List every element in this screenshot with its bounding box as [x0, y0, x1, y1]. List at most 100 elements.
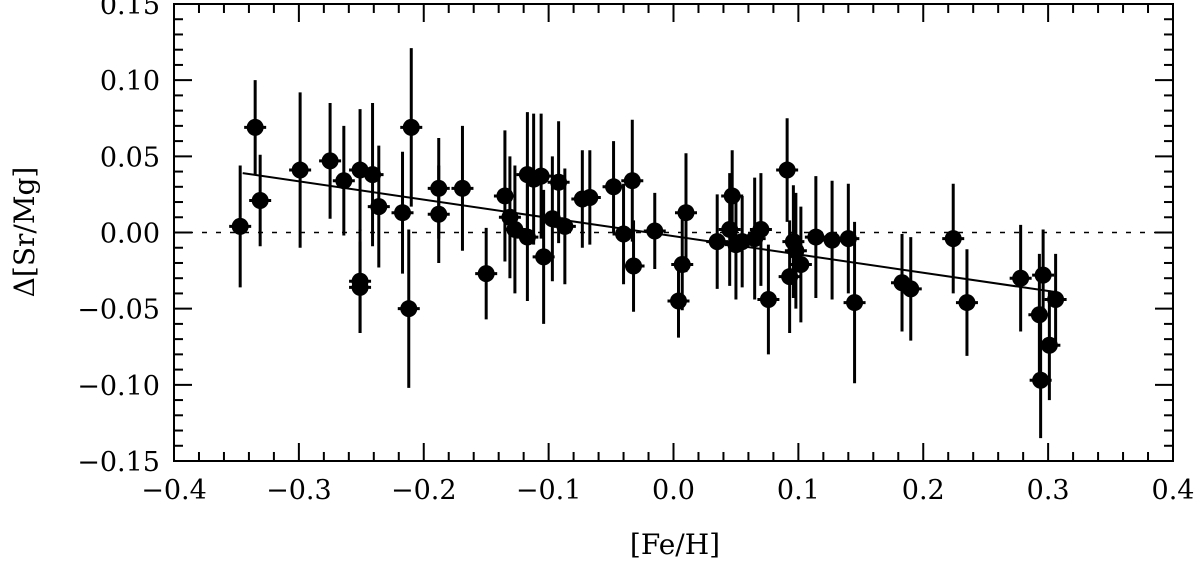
- point-marker: [759, 291, 777, 309]
- data-point: [843, 221, 866, 384]
- point-marker: [623, 172, 641, 190]
- point-marker: [792, 255, 810, 273]
- point-marker: [335, 172, 353, 190]
- point-marker: [231, 217, 249, 235]
- data-point: [391, 151, 414, 274]
- point-marker: [400, 300, 418, 318]
- point-marker: [752, 220, 770, 238]
- data-point: [503, 165, 526, 294]
- point-marker: [364, 166, 382, 184]
- plot-border: [173, 3, 1174, 462]
- point-marker: [581, 188, 599, 206]
- data-point: [493, 130, 516, 262]
- data-point: [367, 145, 390, 268]
- point-marker: [625, 257, 643, 275]
- data-point: [400, 48, 423, 207]
- point-marker: [605, 178, 623, 196]
- data-point: [289, 92, 312, 248]
- data-point: [249, 154, 272, 247]
- point-marker: [518, 228, 536, 246]
- y-tick-label: 0.15: [100, 0, 160, 21]
- point-marker: [550, 173, 568, 191]
- point-marker: [721, 220, 739, 238]
- data-points-layer: [229, 48, 1067, 439]
- point-marker: [1032, 371, 1050, 389]
- point-marker: [543, 210, 561, 228]
- point-marker: [402, 118, 420, 136]
- y-tick-label: 0.05: [100, 142, 160, 173]
- point-marker: [1047, 291, 1065, 309]
- data-point: [475, 227, 498, 320]
- y-tick-label: −0.05: [77, 295, 160, 326]
- data-point: [612, 183, 635, 285]
- x-tick-label: 0.1: [777, 475, 820, 506]
- data-point: [602, 141, 625, 233]
- axis-ticks: −0.4 −0.3 −0.2 −0.1 0.0 0.1 0.2 0.3 0.4 −0.15 −0.1…: [77, 0, 1194, 506]
- data-point: [397, 229, 420, 388]
- point-marker: [944, 230, 962, 248]
- point-marker: [535, 248, 553, 266]
- x-tick-label: −0.3: [266, 475, 332, 506]
- data-point: [1029, 322, 1052, 439]
- x-tick-label: 0.3: [1027, 475, 1070, 506]
- point-marker: [251, 192, 269, 210]
- data-point: [244, 80, 267, 175]
- point-marker: [708, 233, 726, 251]
- data-point: [229, 165, 252, 288]
- data-point: [332, 125, 355, 236]
- x-tick-label: 0.2: [902, 475, 945, 506]
- plot-frame: [173, 3, 1174, 462]
- point-marker: [1040, 336, 1058, 354]
- data-point: [516, 173, 539, 302]
- point-marker: [958, 294, 976, 312]
- data-point: [749, 173, 772, 286]
- data-point: [942, 183, 965, 294]
- data-point: [804, 176, 827, 299]
- x-tick-label: −0.4: [141, 475, 207, 506]
- x-tick-label: −0.2: [391, 475, 457, 506]
- point-marker: [673, 255, 691, 273]
- data-point: [776, 118, 799, 222]
- data-point: [1038, 290, 1061, 401]
- data-point: [1032, 229, 1055, 321]
- data-point: [530, 113, 553, 239]
- data-point: [706, 194, 729, 289]
- point-marker: [321, 152, 339, 170]
- data-point: [1044, 253, 1067, 346]
- point-marker: [807, 228, 825, 246]
- data-point: [899, 237, 922, 341]
- data-point: [757, 244, 780, 355]
- point-marker: [778, 161, 796, 179]
- data-point: [451, 125, 474, 251]
- point-marker: [370, 198, 388, 216]
- point-marker: [477, 265, 495, 283]
- point-marker: [394, 204, 412, 222]
- point-marker: [430, 205, 448, 223]
- x-tick-label: 0.0: [652, 475, 695, 506]
- point-marker: [291, 161, 309, 179]
- data-point: [553, 168, 576, 285]
- data-point: [1009, 224, 1032, 332]
- point-marker: [677, 204, 695, 222]
- point-marker: [646, 222, 664, 240]
- point-marker: [1034, 266, 1052, 284]
- point-marker: [839, 230, 857, 248]
- data-point: [349, 241, 372, 334]
- point-marker: [351, 278, 369, 296]
- data-point: [789, 206, 812, 323]
- y-tick-label: 0.10: [100, 66, 160, 97]
- point-marker: [246, 118, 264, 136]
- point-marker: [902, 280, 920, 298]
- point-marker: [556, 217, 574, 235]
- data-point: [319, 103, 342, 219]
- point-marker: [669, 292, 687, 310]
- data-point: [674, 153, 697, 273]
- point-marker: [1012, 269, 1030, 287]
- point-marker: [532, 167, 550, 185]
- x-tick-label: −0.1: [516, 475, 582, 506]
- y-tick-label: −0.15: [77, 447, 160, 478]
- y-tick-label: 0.00: [100, 219, 160, 250]
- point-marker: [846, 294, 864, 312]
- x-axis-label: [Fe/H]: [630, 528, 720, 561]
- x-tick-label: 0.4: [1152, 475, 1195, 506]
